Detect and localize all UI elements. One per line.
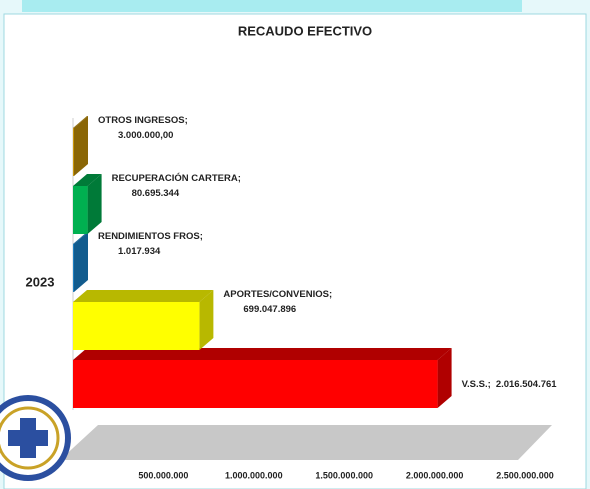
value-label: 2.016.504.761	[496, 379, 557, 390]
chart-area	[3, 13, 587, 489]
x-tick-label: 1.000.000.000	[225, 470, 283, 480]
bar	[73, 128, 74, 176]
bar-top	[73, 116, 88, 128]
data-label: V.S.S.; 2.016.504.761	[462, 379, 558, 390]
bar-side	[74, 232, 88, 292]
value-label: 3.000.000,00	[118, 130, 173, 141]
top-band	[22, 0, 522, 12]
data-label: RENDIMIENTOS FROS; 1.017.934	[98, 231, 203, 257]
x-tick-label: 1.500.000.000	[315, 470, 373, 480]
bar	[73, 360, 438, 408]
value-label: 1.017.934	[118, 246, 161, 257]
series-name: APORTES/CONVENIOS;	[223, 289, 332, 300]
value-label: 699.047.896	[243, 304, 296, 315]
bar-side	[437, 348, 452, 408]
bar	[73, 186, 88, 234]
bar	[73, 244, 74, 292]
logo	[0, 395, 71, 481]
bar-top	[73, 174, 102, 186]
series-name: V.S.S.;	[462, 379, 491, 390]
data-label: APORTES/CONVENIOS; 699.047.896	[223, 289, 332, 315]
floor	[60, 425, 552, 460]
category-label: 2023	[26, 274, 55, 289]
bar-side	[74, 116, 88, 176]
series-name: OTROS INGRESOS;	[98, 115, 188, 126]
bar-side	[199, 290, 214, 350]
bar	[73, 302, 200, 350]
series-name: RECUPERACIÓN CARTERA;	[112, 172, 241, 184]
bar-top	[73, 348, 452, 360]
x-tick-label: 500.000.000	[138, 470, 188, 480]
chart-title: RECAUDO EFECTIVO	[238, 23, 372, 38]
value-label: 80.695.344	[132, 188, 180, 199]
data-label: RECUPERACIÓN CARTERA; 80.695.344	[112, 172, 241, 199]
bar-top	[73, 290, 214, 302]
bar-top	[73, 232, 88, 244]
data-label: OTROS INGRESOS; 3.000.000,00	[98, 115, 188, 141]
x-tick-label: 2.000.000.000	[406, 470, 464, 480]
bar-side	[87, 174, 102, 234]
series-name: RENDIMIENTOS FROS;	[98, 231, 203, 242]
x-tick-label: 2.500.000.000	[496, 470, 554, 480]
